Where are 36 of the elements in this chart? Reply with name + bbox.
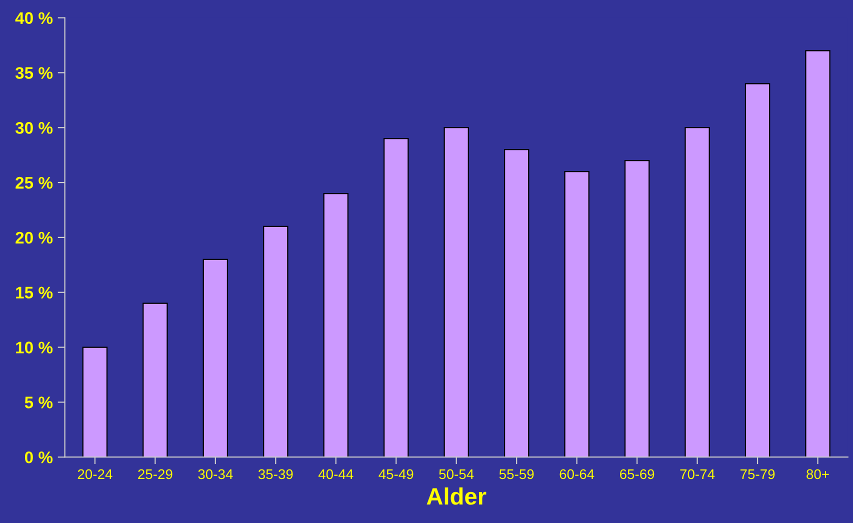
x-tick-label: 35-39 [258,469,293,480]
bar [263,226,288,458]
y-tick-label: 25 % [16,176,53,189]
x-tick-label: 40-44 [318,469,354,480]
x-tick-label: 30-34 [198,469,233,480]
bar [444,127,469,458]
bar [684,127,710,458]
y-tick-label: 10 % [16,342,53,354]
x-tick-label: 65-69 [620,469,654,480]
y-tick-label: 35 % [15,67,53,79]
x-axis-title: Alder [426,487,486,505]
bar [744,83,770,458]
x-tick-label: 45-49 [378,469,414,480]
x-tick-label: 25-29 [138,469,172,480]
bar [202,258,228,458]
bar [82,346,108,458]
x-tick-label: 50-54 [439,469,474,480]
y-tick-label: 30 % [15,122,53,134]
bar [504,149,530,458]
x-tick-label: 75-79 [740,469,775,480]
x-tick-label: 55-59 [499,469,534,480]
bar [624,160,650,458]
y-tick-label: 15 % [16,286,53,299]
bar [142,302,168,458]
y-tick-label: 20 % [16,232,53,244]
x-tick-label: 80+ [806,469,829,480]
bar [323,192,348,458]
bar [384,138,409,458]
y-tick-label: 5 % [24,396,53,408]
y-tick-label: 0 % [24,452,53,464]
y-tick-label: 40 % [15,12,53,24]
x-tick-label: 70-74 [680,469,715,480]
bar [564,170,590,458]
x-tick-label: 60-64 [560,469,594,480]
x-tick-label: 20-24 [78,469,112,480]
bar [805,50,830,458]
